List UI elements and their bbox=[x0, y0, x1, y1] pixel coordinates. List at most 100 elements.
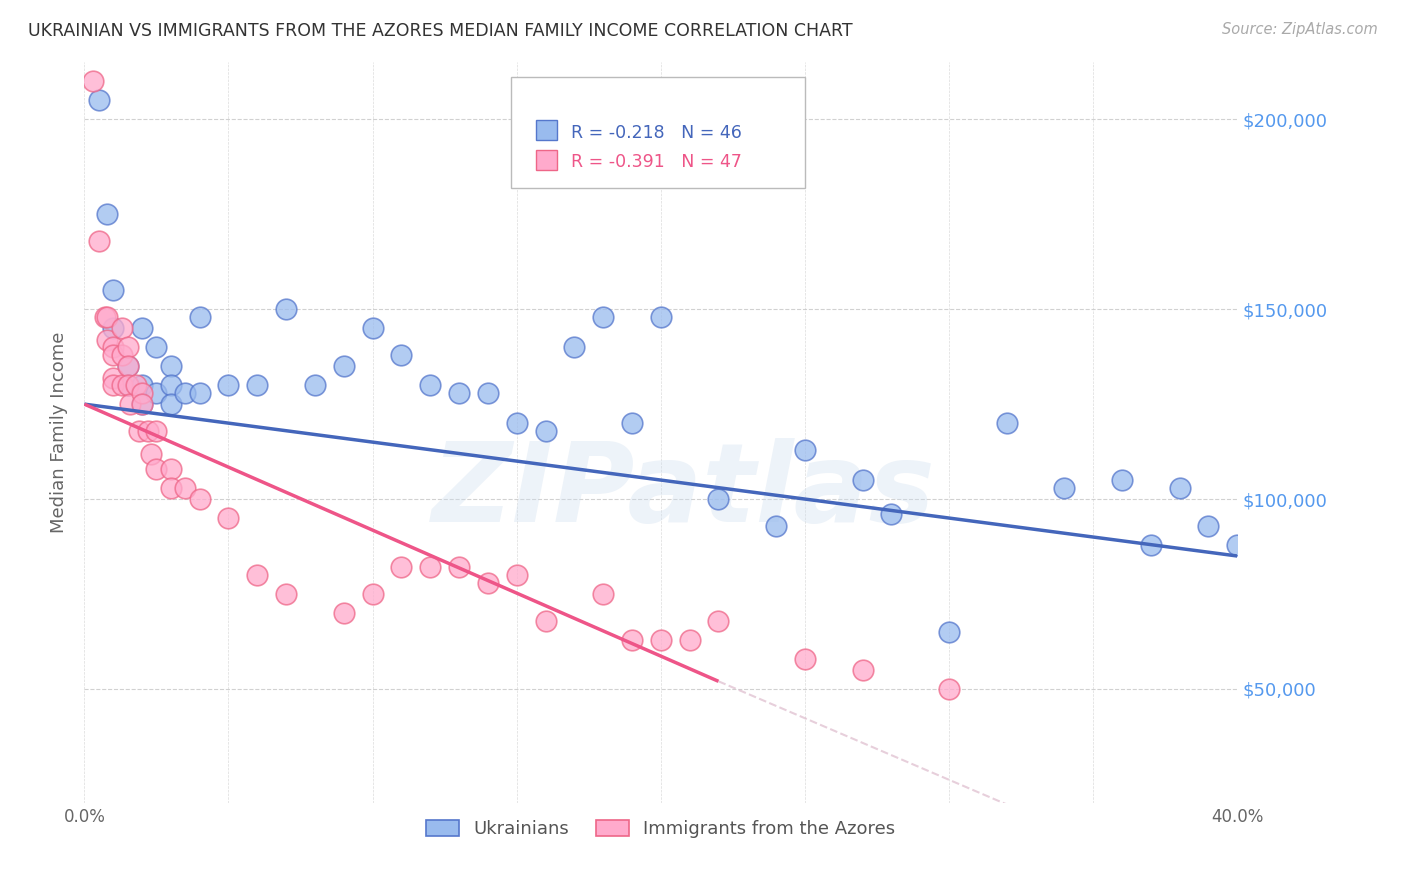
Point bbox=[650, 310, 672, 324]
Point bbox=[1053, 481, 1076, 495]
Point bbox=[131, 378, 153, 392]
Point bbox=[534, 424, 557, 438]
Text: Source: ZipAtlas.com: Source: ZipAtlas.com bbox=[1222, 22, 1378, 37]
Point bbox=[361, 321, 384, 335]
Point bbox=[621, 632, 644, 647]
Legend: Ukrainians, Immigrants from the Azores: Ukrainians, Immigrants from the Azores bbox=[419, 813, 903, 846]
Point bbox=[111, 378, 134, 392]
Point bbox=[103, 321, 124, 335]
Point bbox=[938, 681, 960, 696]
Point bbox=[218, 378, 240, 392]
Point bbox=[145, 340, 167, 354]
Point bbox=[564, 340, 586, 354]
Point bbox=[361, 587, 384, 601]
Point bbox=[131, 321, 153, 335]
Point bbox=[794, 442, 817, 457]
Point bbox=[246, 568, 269, 582]
Point bbox=[1226, 538, 1249, 552]
Point bbox=[87, 234, 110, 248]
Point bbox=[794, 651, 817, 665]
Point bbox=[103, 340, 124, 354]
Point bbox=[1198, 518, 1220, 533]
Point bbox=[131, 397, 153, 411]
Point bbox=[938, 624, 960, 639]
Point bbox=[304, 378, 326, 392]
Point bbox=[707, 491, 730, 506]
Point bbox=[96, 333, 118, 347]
Point bbox=[139, 446, 162, 460]
Point bbox=[707, 614, 730, 628]
Point bbox=[852, 473, 875, 487]
Point bbox=[188, 385, 211, 400]
Point bbox=[96, 207, 118, 221]
Point bbox=[117, 340, 139, 354]
Text: UKRAINIAN VS IMMIGRANTS FROM THE AZORES MEDIAN FAMILY INCOME CORRELATION CHART: UKRAINIAN VS IMMIGRANTS FROM THE AZORES … bbox=[28, 22, 853, 40]
Point bbox=[111, 321, 134, 335]
Point bbox=[477, 385, 499, 400]
Bar bbox=[536, 120, 557, 140]
Point bbox=[592, 587, 614, 601]
Point bbox=[391, 560, 413, 574]
Point bbox=[995, 416, 1018, 430]
Point bbox=[120, 397, 142, 411]
Point bbox=[82, 74, 104, 88]
Point bbox=[218, 511, 240, 525]
Point bbox=[391, 348, 413, 362]
Point bbox=[117, 359, 139, 374]
Text: R = -0.218   N = 46: R = -0.218 N = 46 bbox=[571, 124, 742, 142]
Point bbox=[880, 508, 903, 522]
Point bbox=[103, 348, 124, 362]
Point bbox=[145, 424, 167, 438]
Point bbox=[1140, 538, 1163, 552]
Point bbox=[1168, 481, 1191, 495]
Point bbox=[333, 606, 356, 620]
Point bbox=[87, 94, 110, 108]
Point bbox=[93, 310, 115, 324]
Point bbox=[477, 575, 499, 590]
Point bbox=[188, 310, 211, 324]
Point bbox=[160, 359, 183, 374]
Point bbox=[449, 560, 471, 574]
Point bbox=[160, 378, 183, 392]
Point bbox=[160, 481, 183, 495]
Point bbox=[131, 397, 153, 411]
Point bbox=[592, 310, 614, 324]
Text: R = -0.391   N = 47: R = -0.391 N = 47 bbox=[571, 153, 742, 171]
Y-axis label: Median Family Income: Median Family Income bbox=[51, 332, 69, 533]
Point bbox=[111, 348, 134, 362]
Point bbox=[117, 378, 139, 392]
Point bbox=[419, 560, 441, 574]
Point bbox=[276, 587, 298, 601]
Point bbox=[852, 663, 875, 677]
Point bbox=[419, 378, 441, 392]
Bar bbox=[536, 150, 557, 169]
Point bbox=[621, 416, 644, 430]
FancyBboxPatch shape bbox=[510, 78, 806, 188]
Point bbox=[333, 359, 356, 374]
Point bbox=[188, 491, 211, 506]
Point bbox=[765, 518, 787, 533]
Text: ZIPatlas: ZIPatlas bbox=[432, 438, 936, 545]
Point bbox=[679, 632, 702, 647]
Point bbox=[650, 632, 672, 647]
Point bbox=[506, 568, 529, 582]
Point bbox=[160, 461, 183, 475]
Point bbox=[174, 481, 197, 495]
Point bbox=[103, 370, 124, 384]
Point bbox=[128, 424, 150, 438]
Point bbox=[117, 378, 139, 392]
Point bbox=[131, 385, 153, 400]
Point bbox=[96, 310, 118, 324]
Point bbox=[449, 385, 471, 400]
Point bbox=[145, 385, 167, 400]
Point bbox=[117, 359, 139, 374]
Point bbox=[534, 614, 557, 628]
Point bbox=[246, 378, 269, 392]
Point bbox=[136, 424, 159, 438]
Point bbox=[103, 283, 124, 297]
Point bbox=[103, 378, 124, 392]
Point bbox=[125, 378, 148, 392]
Point bbox=[276, 302, 298, 317]
Point bbox=[1111, 473, 1133, 487]
Point bbox=[145, 461, 167, 475]
